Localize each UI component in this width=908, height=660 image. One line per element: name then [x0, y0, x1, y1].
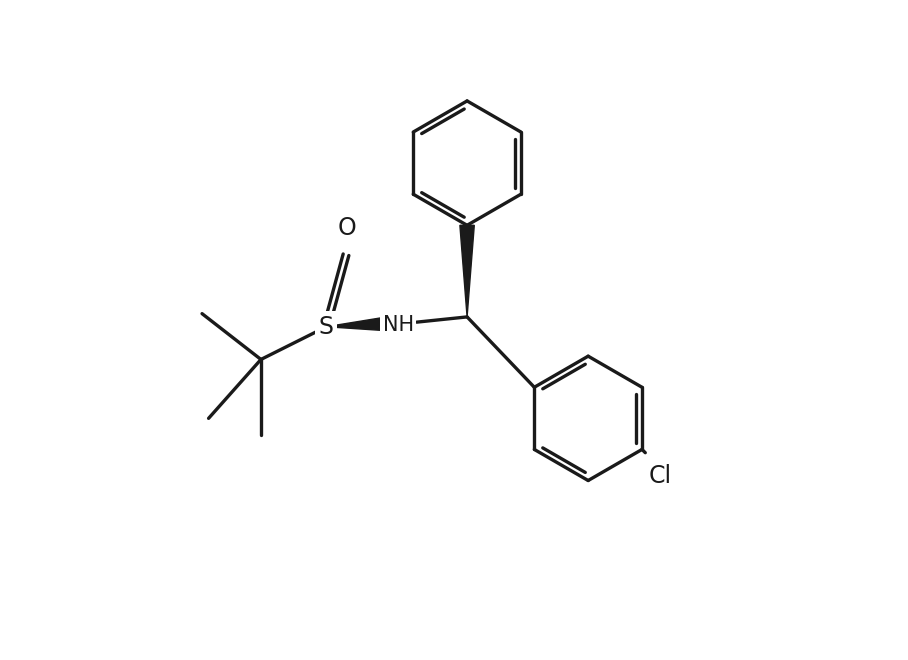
Text: NH: NH: [383, 315, 414, 335]
Text: O: O: [338, 216, 357, 240]
Text: Cl: Cl: [648, 464, 672, 488]
Polygon shape: [459, 225, 474, 317]
Polygon shape: [326, 315, 396, 331]
Text: S: S: [319, 315, 334, 339]
